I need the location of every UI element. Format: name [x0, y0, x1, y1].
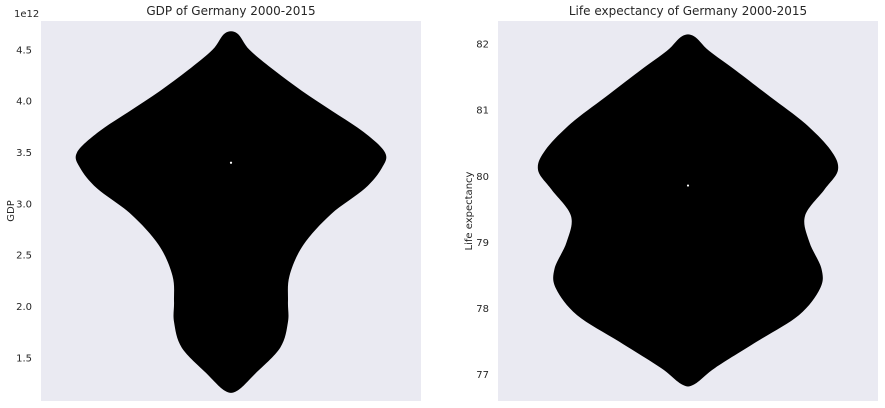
y-ticks-life-expectancy: 77 78 79 80 81 82 — [476, 40, 489, 381]
y-tick-label-gdp: 3.0 — [16, 199, 32, 210]
chart-life-expectancy: Life expectancy of Germany 2000-2015 Lif… — [464, 4, 878, 401]
violin-body-gdp — [75, 31, 387, 393]
y-tick-label-gdp: 3.5 — [16, 148, 32, 159]
y-tick-label-gdp: 1.5 — [16, 353, 32, 364]
y-tick-label-gdp: 4.5 — [16, 45, 32, 56]
y-tick-label-life-expectancy: 78 — [476, 304, 489, 315]
y-tick-label-life-expectancy: 82 — [476, 40, 489, 51]
y-tick-label-gdp: 4.0 — [16, 97, 32, 108]
y-tick-label-gdp: 2.0 — [16, 302, 32, 313]
chart-title-gdp: GDP of Germany 2000-2015 — [146, 4, 315, 18]
y-ticks-gdp: 1.5 2.0 2.5 3.0 3.5 4.0 4.5 — [16, 45, 32, 364]
y-tick-label-life-expectancy: 81 — [476, 106, 489, 117]
y-axis-label-life-expectancy: Life expectancy — [464, 171, 475, 250]
chart-title-life-expectancy: Life expectancy of Germany 2000-2015 — [569, 4, 807, 18]
y-axis-label-gdp: GDP — [6, 200, 17, 221]
axis-offset-label-gdp: 1e12 — [14, 9, 39, 20]
median-marker-life-expectancy — [686, 184, 690, 187]
median-marker-gdp — [229, 161, 233, 164]
y-tick-label-life-expectancy: 79 — [476, 238, 489, 249]
violin-body-life-expectancy — [537, 34, 839, 387]
y-tick-label-life-expectancy: 80 — [476, 172, 489, 183]
y-tick-label-life-expectancy: 77 — [476, 370, 489, 381]
y-tick-label-gdp: 2.5 — [16, 251, 32, 262]
chart-gdp: GDP of Germany 2000-2015 GDP 1e12 1.5 2.0… — [6, 4, 421, 401]
